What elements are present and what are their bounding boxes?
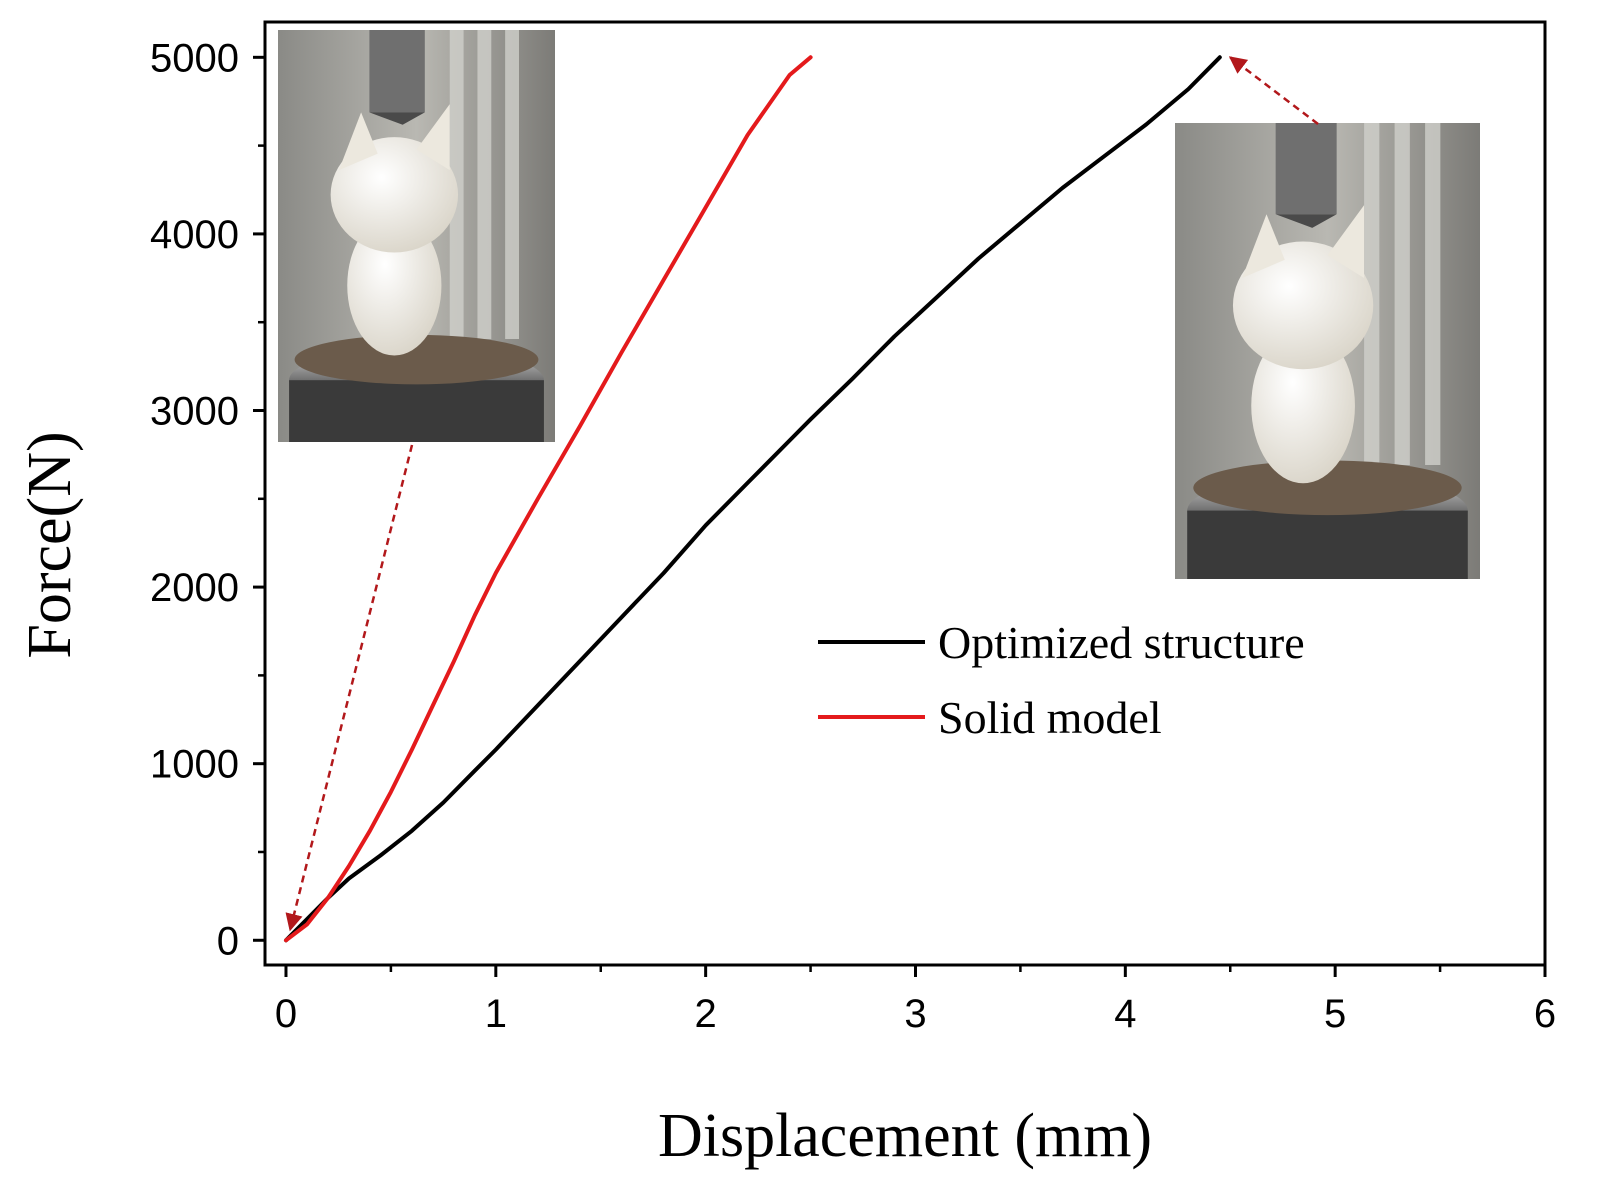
y-tick-label: 3000 <box>150 390 239 434</box>
photo-plate-top <box>294 334 539 385</box>
y-axis-title: Force(N) <box>16 431 84 658</box>
x-tick-label: 0 <box>275 992 297 1036</box>
cat-ear-right <box>416 104 450 171</box>
cat-head <box>330 137 459 253</box>
y-tick-label: 2000 <box>150 566 239 610</box>
annotation-arrow <box>285 444 414 932</box>
series-line-optimized-structure <box>284 55 1222 943</box>
photo-rod <box>477 30 492 339</box>
photo-indenter-tip <box>1275 214 1337 228</box>
legend-label: Solid model <box>938 692 1162 743</box>
inset-photo-right <box>1175 123 1480 579</box>
legend-label: Optimized structure <box>938 617 1305 668</box>
photo-indenter <box>1275 123 1337 215</box>
cat-head <box>1232 241 1374 370</box>
y-tick-label: 1000 <box>150 743 239 787</box>
x-tick-label: 4 <box>1114 992 1136 1036</box>
series-line-solid-model <box>284 55 813 943</box>
photo-indenter <box>369 30 425 113</box>
annotation-arrow <box>1228 56 1319 125</box>
photo-rod <box>505 30 519 339</box>
cat-body <box>347 215 442 356</box>
plot-area-border <box>263 20 1547 967</box>
photo-plate-top <box>1193 460 1462 516</box>
x-tick-label: 5 <box>1324 992 1346 1036</box>
cat-ear-left <box>1242 214 1285 279</box>
cat-ear-right <box>1327 205 1365 279</box>
y-tick-label: 4000 <box>150 213 239 257</box>
x-tick-label: 2 <box>695 992 717 1036</box>
cat-body <box>1251 328 1355 484</box>
y-tick-label: 0 <box>217 919 239 963</box>
photo-rod <box>1425 123 1441 465</box>
x-tick-label: 1 <box>485 992 507 1036</box>
cat-ear-left <box>338 112 378 171</box>
inset-photo-left <box>278 30 555 442</box>
x-tick-label: 3 <box>904 992 926 1036</box>
photo-plate-base <box>289 380 544 442</box>
y-tick-label: 5000 <box>150 36 239 80</box>
x-axis-title: Displacement (mm) <box>658 1102 1152 1170</box>
photo-indenter-tip <box>369 112 425 125</box>
photo-rod <box>1394 123 1410 465</box>
photo-plate-base <box>1187 510 1468 579</box>
x-tick-label: 6 <box>1534 992 1556 1036</box>
